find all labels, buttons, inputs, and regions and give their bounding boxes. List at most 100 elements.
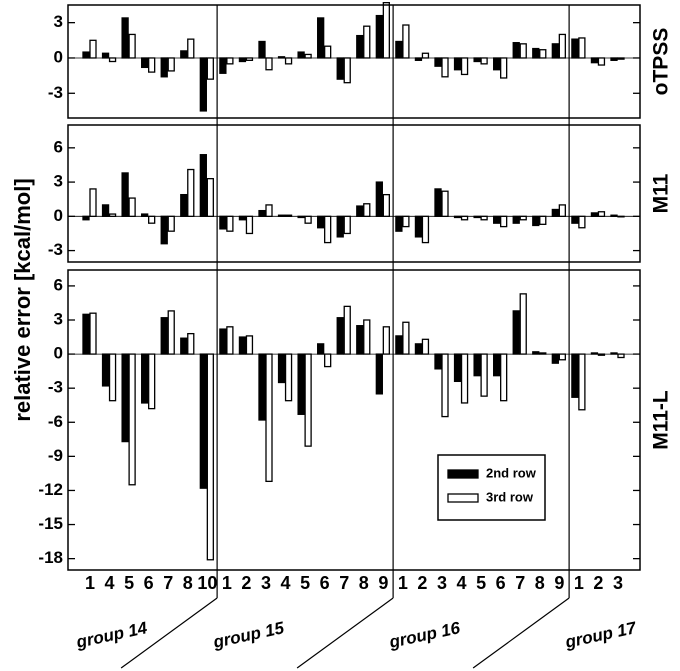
bar bbox=[324, 353, 332, 368]
bar bbox=[441, 57, 449, 78]
x-tick-label: 8 bbox=[183, 573, 193, 593]
x-tick-label: 4 bbox=[281, 573, 291, 593]
bar bbox=[297, 353, 305, 415]
x-tick-label: 7 bbox=[515, 573, 525, 593]
bar bbox=[375, 181, 383, 217]
bar bbox=[578, 353, 586, 411]
x-tick-label: 2 bbox=[241, 573, 251, 593]
bar bbox=[324, 215, 332, 244]
x-tick-label: 7 bbox=[339, 573, 349, 593]
bar bbox=[610, 352, 618, 355]
bar bbox=[493, 57, 501, 71]
bar bbox=[539, 49, 547, 59]
x-tick-label: 4 bbox=[105, 573, 115, 593]
x-tick-label: 7 bbox=[163, 573, 173, 593]
bar bbox=[500, 353, 508, 402]
group-separator-diagonal bbox=[296, 597, 394, 669]
bar bbox=[219, 57, 227, 74]
bar bbox=[519, 43, 527, 59]
group-separator-diagonal bbox=[472, 597, 570, 669]
bar bbox=[363, 25, 371, 59]
x-tick-label: 4 bbox=[457, 573, 467, 593]
bar bbox=[480, 353, 488, 397]
bar bbox=[363, 319, 371, 355]
y-tick-label: -9 bbox=[48, 446, 63, 465]
y-tick-label: -12 bbox=[38, 480, 63, 499]
group-separator-diagonal bbox=[120, 597, 218, 669]
bar bbox=[356, 325, 364, 355]
bar bbox=[206, 353, 214, 561]
bar bbox=[558, 353, 566, 361]
x-tick-label: 2 bbox=[593, 573, 603, 593]
bar bbox=[512, 310, 520, 355]
bar bbox=[343, 305, 351, 355]
panel-frame bbox=[67, 4, 641, 119]
bar bbox=[187, 38, 195, 59]
bar bbox=[148, 57, 156, 73]
x-tick-label: 1 bbox=[85, 573, 95, 593]
bar bbox=[245, 335, 254, 355]
group-label: group 15 bbox=[211, 618, 287, 652]
x-tick-label: 10 bbox=[197, 573, 217, 593]
bar bbox=[324, 45, 332, 59]
bar bbox=[180, 193, 188, 217]
bar bbox=[414, 215, 423, 238]
bar bbox=[375, 14, 383, 59]
bar bbox=[597, 57, 606, 66]
bar bbox=[317, 343, 325, 355]
bar bbox=[460, 353, 469, 404]
x-tick-label: 6 bbox=[144, 573, 154, 593]
bar bbox=[610, 214, 618, 217]
bar bbox=[82, 51, 90, 59]
legend-label: 2nd row bbox=[486, 465, 537, 480]
x-tick-label: 8 bbox=[535, 573, 545, 593]
bar bbox=[141, 353, 149, 404]
bar bbox=[284, 353, 293, 402]
panel-frame bbox=[67, 124, 641, 263]
group-label: group 14 bbox=[74, 618, 150, 652]
bar bbox=[121, 353, 129, 443]
bar bbox=[167, 215, 175, 232]
bar bbox=[532, 351, 540, 355]
bar bbox=[453, 353, 462, 383]
bar bbox=[199, 353, 207, 489]
bar bbox=[336, 215, 344, 238]
bar bbox=[219, 215, 227, 230]
x-tick-label: 6 bbox=[496, 573, 506, 593]
bar bbox=[108, 353, 117, 402]
bar bbox=[101, 204, 110, 217]
bar bbox=[304, 215, 312, 224]
group-label: group 17 bbox=[563, 618, 640, 652]
bar bbox=[356, 34, 364, 59]
bar bbox=[519, 215, 527, 221]
bar bbox=[89, 39, 97, 59]
bar bbox=[363, 203, 371, 217]
bar bbox=[277, 56, 286, 59]
bar bbox=[617, 353, 625, 359]
bar bbox=[460, 215, 469, 221]
bar bbox=[539, 352, 547, 355]
bar bbox=[336, 317, 344, 355]
bar bbox=[500, 57, 508, 79]
legend-box bbox=[437, 454, 546, 521]
bar bbox=[473, 57, 481, 63]
bar bbox=[551, 43, 559, 59]
bar bbox=[101, 353, 110, 387]
panel-title: M11 bbox=[650, 173, 673, 213]
bar bbox=[519, 293, 527, 355]
bar bbox=[453, 215, 462, 219]
bar bbox=[590, 57, 599, 64]
legend-label: 3rd row bbox=[486, 489, 534, 504]
bar bbox=[238, 57, 247, 63]
bar bbox=[441, 190, 449, 217]
bar bbox=[453, 57, 462, 71]
bar bbox=[141, 213, 149, 217]
bar bbox=[297, 51, 305, 59]
y-tick-label: -15 bbox=[38, 514, 63, 533]
bar bbox=[395, 335, 403, 355]
x-tick-label: 3 bbox=[261, 573, 271, 593]
x-tick-label: 8 bbox=[359, 573, 369, 593]
bar bbox=[551, 208, 559, 217]
y-tick-label: 3 bbox=[54, 12, 63, 31]
